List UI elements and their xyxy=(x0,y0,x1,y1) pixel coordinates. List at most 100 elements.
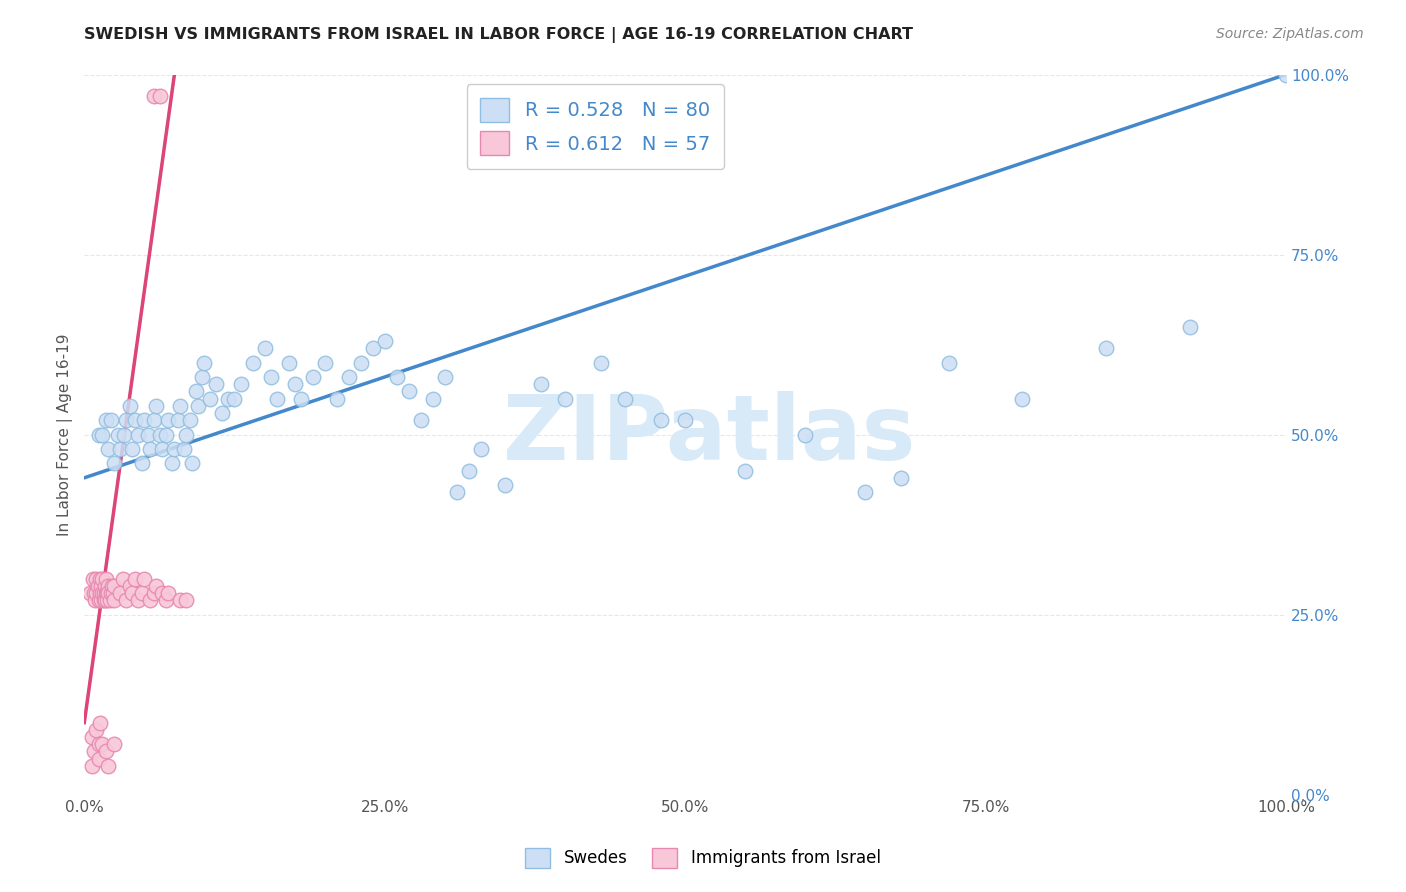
Point xyxy=(91,737,114,751)
Point xyxy=(93,586,115,600)
Point xyxy=(101,586,124,600)
Point xyxy=(314,355,336,369)
Point xyxy=(163,442,186,456)
Point xyxy=(530,377,553,392)
Point xyxy=(277,355,299,369)
Point xyxy=(87,752,110,766)
Point xyxy=(93,593,115,607)
Point xyxy=(84,586,107,600)
Point xyxy=(155,427,177,442)
Point xyxy=(97,586,120,600)
Point xyxy=(80,730,103,744)
Point xyxy=(118,579,141,593)
Point xyxy=(184,384,207,399)
Point xyxy=(89,572,111,586)
Text: Source: ZipAtlas.com: Source: ZipAtlas.com xyxy=(1216,27,1364,41)
Point xyxy=(103,737,125,751)
Point xyxy=(90,579,112,593)
Point xyxy=(266,392,288,406)
Point xyxy=(84,572,107,586)
Point xyxy=(433,370,456,384)
Point xyxy=(173,442,195,456)
Point xyxy=(152,442,174,456)
Point xyxy=(97,579,120,593)
Point xyxy=(90,593,112,607)
Y-axis label: In Labor Force | Age 16-19: In Labor Force | Age 16-19 xyxy=(58,334,73,536)
Point xyxy=(853,485,876,500)
Point xyxy=(457,464,479,478)
Point xyxy=(149,427,172,442)
Point xyxy=(890,471,912,485)
Point xyxy=(374,334,396,348)
Point xyxy=(94,572,117,586)
Point xyxy=(242,355,264,369)
Text: ZIPatlas: ZIPatlas xyxy=(503,391,915,479)
Point xyxy=(794,427,817,442)
Point xyxy=(1094,341,1116,355)
Point xyxy=(160,457,183,471)
Point xyxy=(253,341,276,355)
Point xyxy=(650,413,672,427)
Point xyxy=(139,442,162,456)
Point xyxy=(169,399,191,413)
Point xyxy=(211,406,233,420)
Point xyxy=(103,593,125,607)
Point xyxy=(143,89,166,103)
Point xyxy=(83,586,105,600)
Point xyxy=(470,442,492,456)
Point xyxy=(91,572,114,586)
Point xyxy=(84,723,107,737)
Point xyxy=(93,579,115,593)
Point xyxy=(94,586,117,600)
Point xyxy=(139,593,162,607)
Point xyxy=(218,392,240,406)
Point xyxy=(97,759,120,773)
Point xyxy=(87,593,110,607)
Point xyxy=(101,579,124,593)
Point xyxy=(143,586,166,600)
Point xyxy=(107,427,129,442)
Point xyxy=(325,392,347,406)
Point xyxy=(131,457,153,471)
Point xyxy=(673,413,696,427)
Point xyxy=(94,744,117,758)
Point xyxy=(145,579,167,593)
Point xyxy=(157,586,180,600)
Point xyxy=(398,384,420,399)
Point xyxy=(124,413,146,427)
Point xyxy=(89,586,111,600)
Point xyxy=(97,442,120,456)
Point xyxy=(1178,319,1201,334)
Point xyxy=(187,399,209,413)
Point xyxy=(91,427,114,442)
Point xyxy=(167,413,190,427)
Point xyxy=(91,586,114,600)
Point xyxy=(100,413,122,427)
Legend: R = 0.528   N = 80, R = 0.612   N = 57: R = 0.528 N = 80, R = 0.612 N = 57 xyxy=(467,84,724,169)
Point xyxy=(301,370,323,384)
Point xyxy=(614,392,637,406)
Point xyxy=(181,457,204,471)
Point xyxy=(96,586,118,600)
Point xyxy=(89,715,111,730)
Point xyxy=(121,442,143,456)
Point xyxy=(87,427,110,442)
Point xyxy=(152,586,174,600)
Point xyxy=(176,427,198,442)
Point xyxy=(337,370,360,384)
Point xyxy=(134,572,156,586)
Point xyxy=(124,572,146,586)
Point xyxy=(143,413,166,427)
Point xyxy=(191,370,214,384)
Text: SWEDISH VS IMMIGRANTS FROM ISRAEL IN LABOR FORCE | AGE 16-19 CORRELATION CHART: SWEDISH VS IMMIGRANTS FROM ISRAEL IN LAB… xyxy=(84,27,914,43)
Point xyxy=(96,593,118,607)
Point xyxy=(103,457,125,471)
Point xyxy=(205,377,228,392)
Point xyxy=(155,593,177,607)
Point xyxy=(100,586,122,600)
Point xyxy=(385,370,408,384)
Point xyxy=(938,355,960,369)
Point xyxy=(589,355,612,369)
Point xyxy=(179,413,201,427)
Point xyxy=(446,485,468,500)
